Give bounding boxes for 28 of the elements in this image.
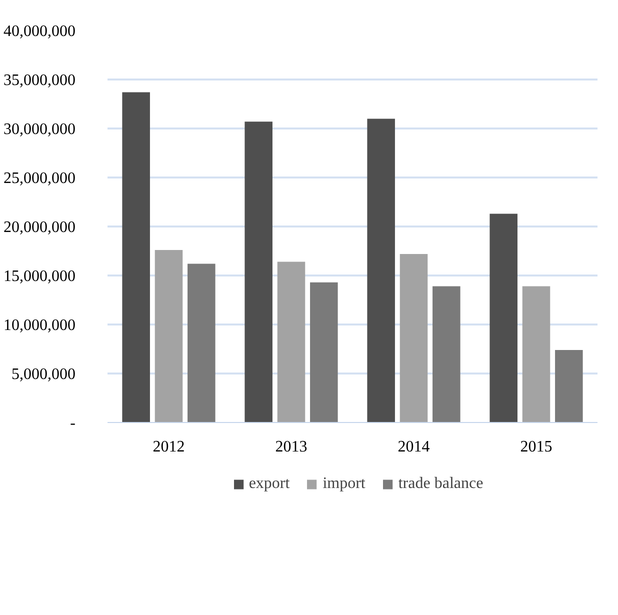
y-tick-label: - [70,415,76,432]
x-tick-label: 2015 [520,438,552,456]
x-tick-label: 2014 [398,438,430,456]
bar [244,122,272,422]
y-tick-label: 25,000,000 [4,170,76,187]
bar [555,350,583,422]
bar [490,214,518,422]
bar [277,262,306,422]
legend-label: export [248,475,290,493]
bar [522,286,550,422]
x-tick-label: 2013 [275,438,308,456]
y-tick-label: 40,000,000 [4,23,76,40]
y-tick-label: 15,000,000 [4,268,76,285]
y-tick-label: 10,000,000 [4,317,76,334]
x-tick-label: 2012 [152,438,185,456]
y-tick-label: 30,000,000 [4,121,76,138]
bar [310,282,338,422]
bar [400,254,428,422]
y-tick-label: 20,000,000 [4,219,76,236]
y-tick-label: 35,000,000 [4,72,76,89]
bar [188,264,216,422]
bar [432,286,460,422]
y-tick-label: 5,000,000 [12,366,76,383]
legend-label: trade balance [398,475,484,493]
bar [367,118,395,422]
bar [154,250,183,422]
bar [122,92,150,422]
legend-label: import [322,475,366,493]
